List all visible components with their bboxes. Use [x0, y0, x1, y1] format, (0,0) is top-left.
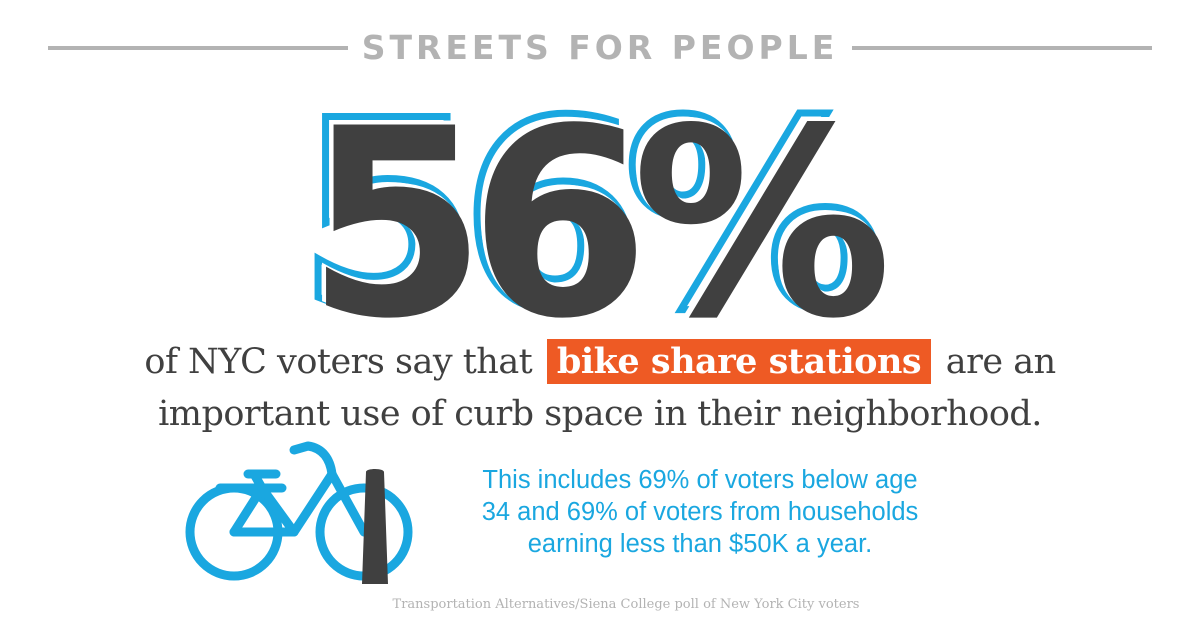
header-rule-right	[852, 46, 1152, 50]
header-title: STREETS FOR PEOPLE	[361, 28, 839, 67]
detail-line-1: This includes 69% of voters below age	[482, 466, 918, 494]
detail-line-2: 34 and 69% of voters from households	[481, 498, 919, 526]
big-stat-outline: 56%	[298, 94, 880, 324]
statement-line-1: of NYC voters say that bike share statio…	[0, 335, 1200, 389]
big-stat-value: 56%	[306, 94, 888, 324]
statement-text-before: of NYC voters say that	[144, 342, 533, 382]
big-stat-gap: 56%	[302, 94, 884, 324]
statement-line-2: important use of curb space in their nei…	[158, 394, 1042, 434]
detail-line-3: earning less than $50K a year.	[527, 530, 873, 558]
header-rule-left	[48, 46, 348, 50]
bollard-icon	[362, 469, 388, 584]
detail-text: This includes 69% of voters below age 34…	[410, 464, 990, 560]
big-stat: 56% 56% 56%	[295, 94, 906, 324]
statement-highlight: bike share stations	[546, 339, 932, 384]
statement-text-after: are an	[945, 342, 1056, 382]
source-note: Transportation Alternatives/Siena Colleg…	[392, 597, 860, 612]
